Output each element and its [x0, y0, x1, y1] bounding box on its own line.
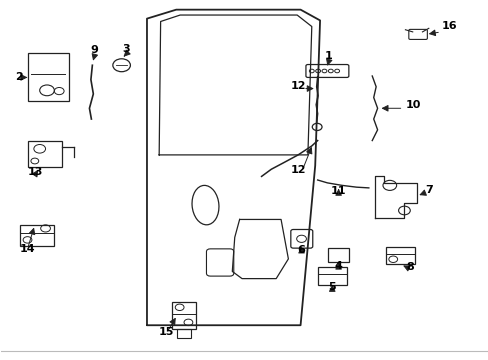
Text: 7: 7	[424, 185, 432, 195]
Text: 2: 2	[15, 72, 23, 82]
Text: 9: 9	[90, 45, 98, 55]
Text: 4: 4	[334, 261, 342, 271]
Text: 8: 8	[406, 262, 413, 273]
Text: 16: 16	[441, 21, 457, 31]
Text: 3: 3	[122, 44, 130, 54]
Text: 1: 1	[325, 51, 332, 61]
Text: 12: 12	[290, 165, 305, 175]
Text: 12: 12	[290, 81, 305, 91]
Text: 15: 15	[159, 327, 174, 337]
Text: 6: 6	[297, 245, 305, 255]
Text: 10: 10	[405, 100, 420, 110]
Text: 11: 11	[330, 186, 346, 196]
Text: 13: 13	[28, 167, 43, 177]
Text: 14: 14	[20, 244, 35, 255]
Text: 5: 5	[328, 283, 335, 292]
